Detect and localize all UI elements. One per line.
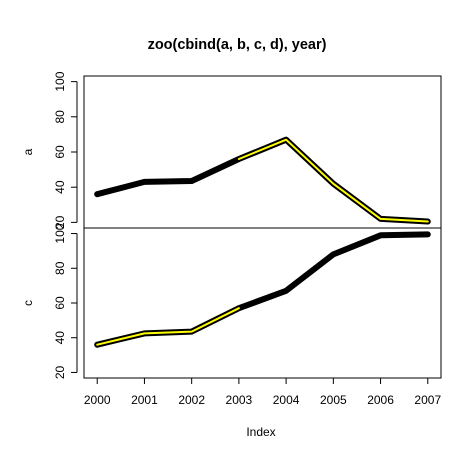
chart-title: zoo(cbind(a, b, c, d), year) (148, 37, 327, 53)
plot-panels: 20 40 60 80 100 a 20 40 60 80 100 c (21, 71, 442, 379)
x-tick-label: 2006 (367, 393, 394, 407)
x-tick-label: 2000 (84, 393, 111, 407)
panel-c: 20 40 60 80 100 c (21, 223, 442, 379)
panel-a: 20 40 60 80 100 a (21, 71, 442, 229)
y-tick-label: 80 (53, 261, 67, 275)
y-tick-label: 100 (53, 223, 67, 243)
y-tick-label: 40 (53, 180, 67, 194)
x-tick-label: 2004 (273, 393, 300, 407)
y-tick-label: 20 (53, 215, 67, 229)
y-tick-label: 80 (53, 110, 67, 124)
x-tick-label: 2001 (131, 393, 158, 407)
panel-frame (83, 227, 442, 379)
y-tick-label: 20 (53, 365, 67, 379)
x-axis: 2000 2001 2002 2003 2004 2005 2006 2007 (84, 377, 441, 407)
y-tick-label: 100 (53, 71, 67, 91)
y-tick-label: 40 (53, 331, 67, 345)
x-tick-label: 2003 (226, 393, 253, 407)
y-axis-title: a (21, 148, 35, 155)
series-line-yellow (96, 307, 240, 346)
series-line-black (94, 231, 431, 348)
x-tick-label: 2007 (414, 393, 441, 407)
x-tick-label: 2005 (320, 393, 347, 407)
x-tick-label: 2002 (178, 393, 205, 407)
series-line-yellow (237, 138, 429, 223)
y-tick-label: 60 (53, 145, 67, 159)
series-line-outline (236, 137, 431, 224)
y-tick-label: 60 (53, 296, 67, 310)
x-axis-title: Index (246, 425, 275, 439)
y-axis-title: c (21, 300, 35, 306)
